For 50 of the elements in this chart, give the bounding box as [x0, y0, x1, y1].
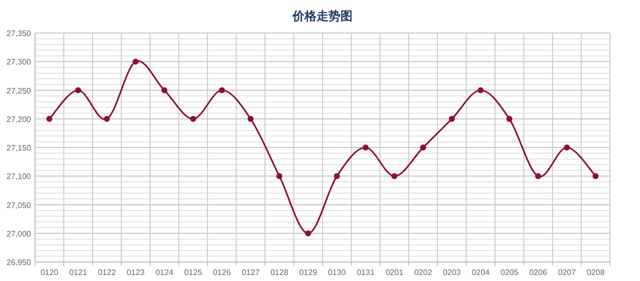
x-tick-label: 0205 — [500, 268, 519, 277]
x-tick-label: 0201 — [385, 268, 404, 277]
x-tick-label: 0204 — [472, 268, 490, 277]
y-tick-label: 27,200 — [6, 114, 32, 124]
x-tick-label: 0202 — [414, 268, 433, 277]
x-tick-label: 0208 — [586, 268, 606, 277]
x-tick-label: 0123 — [126, 268, 146, 277]
y-tick-label: 27,300 — [6, 58, 32, 67]
x-tick-label: 0203 — [442, 268, 462, 277]
point — [391, 173, 398, 180]
y-tick-label: 27,100 — [6, 172, 32, 182]
y-tick-label: 27,350 — [6, 29, 32, 38]
point — [190, 116, 196, 122]
x-tick-label: 0207 — [558, 268, 576, 277]
x-tick-label: 0121 — [69, 268, 88, 277]
x-tick-label: 0126 — [212, 268, 232, 277]
point — [564, 144, 570, 150]
point — [506, 116, 512, 122]
point — [46, 116, 52, 122]
y-tick-label: 27,050 — [6, 200, 32, 210]
point — [362, 144, 369, 150]
point — [75, 87, 82, 94]
x-tick-label: 0127 — [242, 268, 260, 277]
y-tick-label: 27,150 — [6, 144, 32, 152]
y-tick-label: 27,250 — [6, 86, 32, 96]
point — [276, 173, 282, 180]
x-tick-label: 0206 — [529, 268, 548, 277]
x-tick-label: 0122 — [98, 268, 116, 277]
y-tick-label: 26,950 — [6, 258, 32, 267]
x-tick-label: 0130 — [328, 268, 346, 277]
chart-title: 价格走势图 — [292, 9, 352, 23]
point — [535, 173, 542, 180]
x-tick-label: 0124 — [155, 268, 174, 277]
x-tick-label: 0120 — [40, 268, 59, 277]
point — [161, 87, 168, 94]
point — [132, 58, 139, 65]
y-tick-label: 27,000 — [6, 229, 32, 238]
point — [248, 116, 254, 122]
x-tick-label: 0131 — [356, 268, 376, 277]
x-tick-label: 0128 — [270, 268, 289, 277]
point — [592, 173, 599, 180]
x-tick-label: 0129 — [299, 268, 318, 277]
point — [334, 173, 340, 180]
point — [448, 116, 455, 122]
point — [305, 230, 312, 236]
point — [218, 87, 225, 94]
x-tick-label: 0125 — [184, 268, 203, 277]
point — [420, 144, 426, 150]
point — [478, 87, 484, 94]
point — [104, 116, 110, 122]
